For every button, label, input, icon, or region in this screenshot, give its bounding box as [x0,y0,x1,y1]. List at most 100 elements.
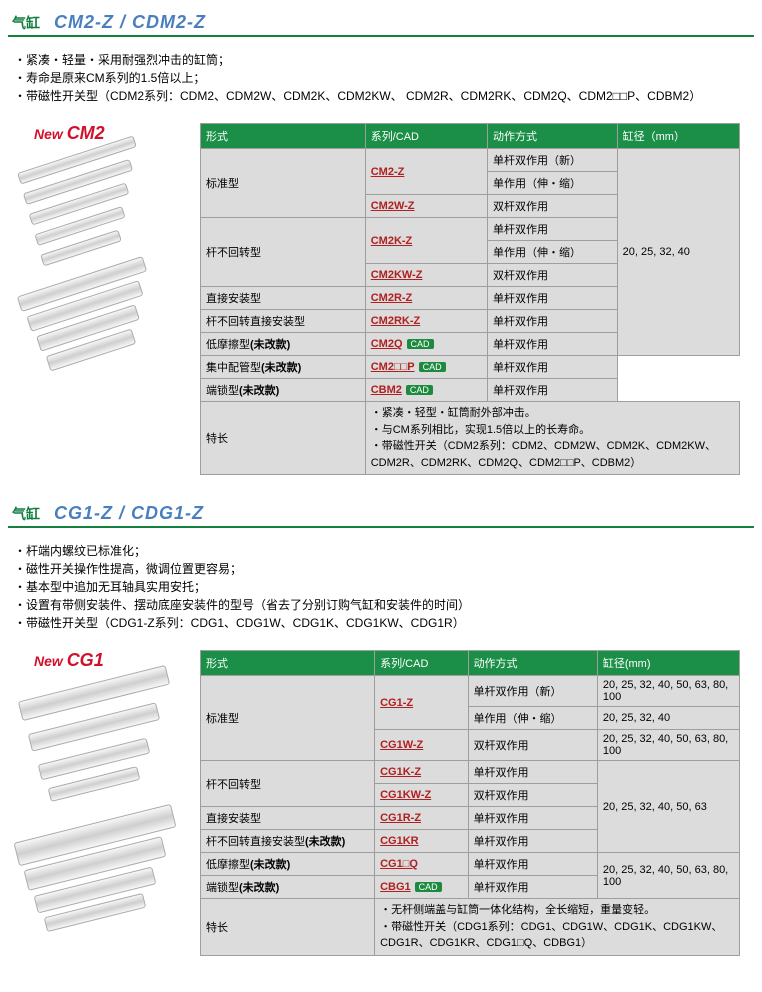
series-link[interactable]: CG1□Q [380,858,418,870]
series-link[interactable]: CM2R-Z [371,292,413,304]
bullet-item: ・带磁性开关型（CDM2系列：CDM2、CDM2W、CDM2K、CDM2KW、 … [14,87,754,105]
bullet-item: ・设置有带侧安装件、摆动底座安装件的型号（省去了分别订购气缸和安装件的时间） [14,596,754,614]
bore-cell: 20, 25, 32, 40, 50, 63, 80, 100 [597,676,739,707]
bore-cell: 20, 25, 32, 40, 50, 63, 80, 100 [597,730,739,761]
action-cell: 单杆双作用 [468,853,597,876]
table-row: 低摩擦型(未改款)CG1□Q单杆双作用20, 25, 32, 40, 50, 6… [201,853,740,876]
series-cell: CBG1 CAD [375,876,468,899]
series-link[interactable]: CG1KW-Z [380,789,431,801]
cad-badge[interactable]: CAD [407,339,434,349]
series-link[interactable]: CM2K-Z [371,235,413,247]
series-link[interactable]: CBM2 [371,384,402,396]
series-cell: CM2Q CAD [365,333,487,356]
features-label: 特长 [201,899,375,956]
bore-cell: 20, 25, 32, 40, 50, 63 [597,761,739,853]
series-link[interactable]: CM2W-Z [371,200,415,212]
action-cell: 单杆双作用（新） [488,149,618,172]
bullet-list: ・紧凑・轻量・采用耐强烈冲击的缸筒；・寿命是原来CM系列的1.5倍以上；・带磁性… [14,51,754,105]
divider [8,35,754,37]
table-row: 集中配管型(未改款) CM2□□P CAD 单杆双作用 [201,356,740,379]
series-link[interactable]: CM2Q [371,338,403,350]
bore-cell: 20, 25, 32, 40 [597,707,739,730]
bullet-item: ・带磁性开关型（CDG1-Z系列：CDG1、CDG1W、CDG1K、CDG1KW… [14,614,754,632]
cad-badge[interactable]: CAD [406,385,433,395]
series-cell: CG1K-Z [375,761,468,784]
bullet-item: ・磁性开关操作性提高，微调位置更容易； [14,560,754,578]
series-link[interactable]: CG1R-Z [380,812,421,824]
new-badge: New CM2 [34,123,188,144]
bullet-item: ・紧凑・轻量・采用耐强烈冲击的缸筒； [14,51,754,69]
feature-item: 带磁性开关（CDG1系列：CDG1、CDG1W、CDG1K、CDG1KW、CDG… [380,919,734,952]
action-cell: 单杆双作用 [488,287,618,310]
action-cell: 单杆双作用 [488,356,618,379]
cad-badge[interactable]: CAD [415,882,442,892]
bore-cell: 20, 25, 32, 40, 50, 63, 80, 100 [597,853,739,899]
features-label: 特长 [201,402,366,475]
table-header: 动作方式 [468,651,597,676]
series-link[interactable]: CG1W-Z [380,739,423,751]
series-link[interactable]: CG1-Z [380,697,413,709]
cad-badge[interactable]: CAD [419,362,446,372]
table-row: 标准型CG1-Z单杆双作用（新）20, 25, 32, 40, 50, 63, … [201,676,740,707]
series-link[interactable]: CG1K-Z [380,766,421,778]
series-cell: CM2W-Z [365,195,487,218]
table-header: 缸径（mm） [617,124,739,149]
bullet-item: ・杆端内螺纹已标准化； [14,542,754,560]
type-cell: 集中配管型(未改款) [201,356,366,379]
type-cell: 端锁型(未改款) [201,379,366,402]
action-cell: 单杆双作用 [488,333,618,356]
type-cell: 标准型 [201,676,375,761]
action-cell: 单作用（伸・缩） [488,172,618,195]
image-column: New CG1 [8,650,188,933]
series-link[interactable]: CM2-Z [371,166,405,178]
bullet-item: ・寿命是原来CM系列的1.5倍以上； [14,69,754,87]
type-cell: 杆不回转型 [201,761,375,807]
features-row: 特长无杆侧端盖与缸筒一体化结构，全长缩短，重量变轻。带磁性开关（CDG1系列：C… [201,899,740,956]
table-header: 缸径(mm) [597,651,739,676]
action-cell: 单杆双作用 [468,807,597,830]
bullet-item: ・基本型中追加无耳轴具实用安托； [14,578,754,596]
action-cell: 单杆双作用 [468,761,597,784]
category-label: 气缸 [12,504,40,524]
features-cell: 无杆侧端盖与缸筒一体化结构，全长缩短，重量变轻。带磁性开关（CDG1系列：CDG… [375,899,740,956]
table-header: 形式 [201,651,375,676]
series-cell: CM2□□P CAD [365,356,487,379]
series-link[interactable]: CBG1 [380,881,411,893]
action-cell: 双杆双作用 [468,730,597,761]
series-cell: CBM2 CAD [365,379,487,402]
series-cell: CG1W-Z [375,730,468,761]
divider [8,526,754,528]
feature-item: 带磁性开关（CDM2系列：CDM2、CDM2W、CDM2K、CDM2KW、CDM… [371,438,734,471]
spec-table: 形式系列/CAD动作方式缸径(mm)标准型CG1-Z单杆双作用（新）20, 25… [200,650,740,956]
series-link[interactable]: CG1KR [380,835,419,847]
action-cell: 双杆双作用 [488,264,618,287]
product-image [8,673,188,933]
feature-item: 与CM系列相比，实现1.5倍以上的长寿命。 [371,422,734,439]
type-cell: 杆不回转型 [201,218,366,287]
action-cell: 双杆双作用 [468,784,597,807]
series-link[interactable]: CM2RK-Z [371,315,421,327]
bore-cell: 20, 25, 32, 40 [617,149,739,356]
content-row: New CM2形式系列/CAD动作方式缸径（mm）标准型CM2-Z单杆双作用（新… [8,123,754,475]
type-cell: 低摩擦型(未改款) [201,333,366,356]
table-header: 系列/CAD [365,124,487,149]
series-link[interactable]: CM2KW-Z [371,269,423,281]
series-cell: CG1R-Z [375,807,468,830]
image-column: New CM2 [8,123,188,376]
series-cell: CM2RK-Z [365,310,487,333]
series-link[interactable]: CM2□□P [371,361,415,373]
action-cell: 双杆双作用 [488,195,618,218]
table-header: 动作方式 [488,124,618,149]
model-label: CG1-Z / CDG1-Z [54,503,204,524]
type-cell: 直接安装型 [201,287,366,310]
type-cell: 端锁型(未改款) [201,876,375,899]
action-cell: 单杆双作用 [488,310,618,333]
series-cell: CM2-Z [365,149,487,195]
series-cell: CM2R-Z [365,287,487,310]
series-cell: CG1KR [375,830,468,853]
series-cell: CM2KW-Z [365,264,487,287]
table-row: 杆不回转型CG1K-Z单杆双作用20, 25, 32, 40, 50, 63 [201,761,740,784]
series-cell: CG1-Z [375,676,468,730]
table-header: 形式 [201,124,366,149]
table-row: 端锁型(未改款)CBM2CAD单杆双作用 [201,379,740,402]
